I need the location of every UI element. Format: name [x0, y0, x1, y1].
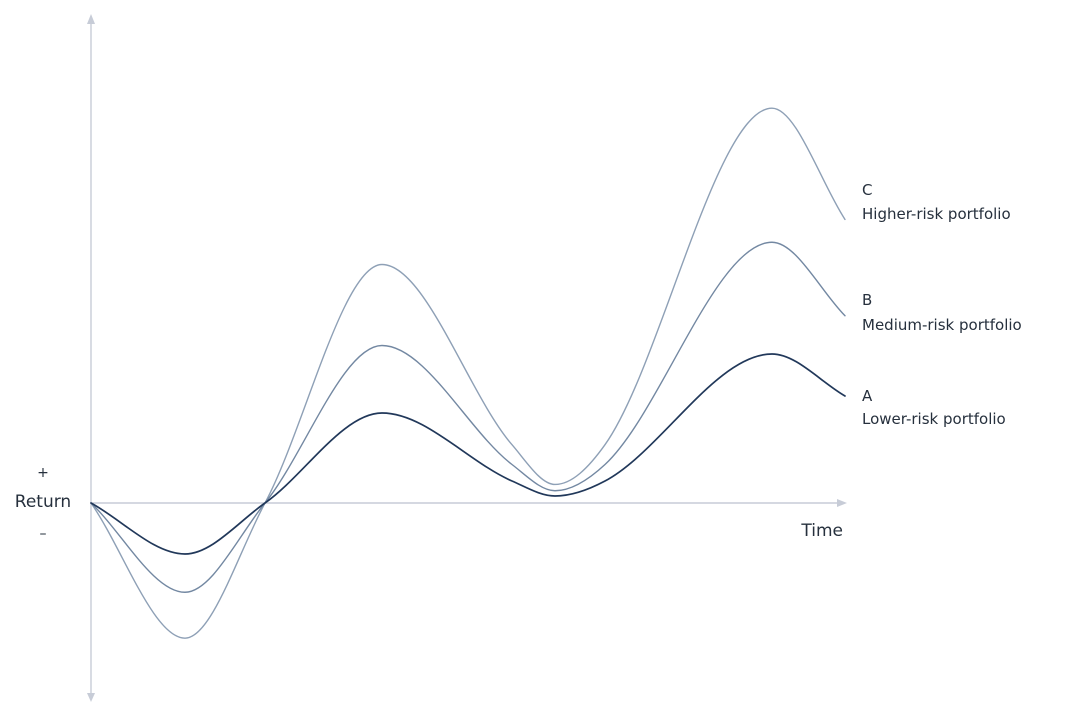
- y-axis-arrow-top: [87, 14, 95, 24]
- y-axis-plus-sign: +: [37, 465, 49, 481]
- y-axis-label: Return: [15, 492, 71, 512]
- series-b-letter: B: [862, 291, 872, 309]
- curve-higher-risk: [90, 107, 846, 639]
- series-c-name: Higher-risk portfolio: [862, 205, 1011, 223]
- x-axis-arrow: [837, 499, 847, 507]
- y-axis-minus-sign: –: [40, 526, 47, 542]
- curve-lower-risk: [90, 353, 846, 555]
- y-axis-arrow-bottom: [87, 693, 95, 702]
- curve-medium-risk: [90, 241, 846, 593]
- x-axis-label: Time: [800, 521, 843, 541]
- series-c-letter: C: [862, 181, 872, 199]
- series-b-name: Medium-risk portfolio: [862, 316, 1022, 334]
- series-a-name: Lower-risk portfolio: [862, 410, 1006, 428]
- series-a-letter: A: [862, 387, 873, 405]
